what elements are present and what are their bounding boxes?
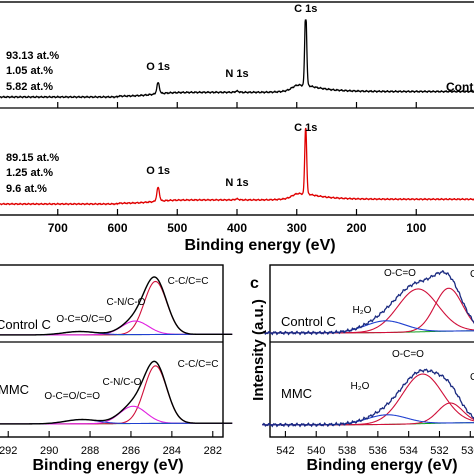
- o1s-sample-label: Control C: [281, 314, 336, 329]
- c1s-component-label: O-C=O/C=O: [44, 391, 100, 402]
- peak-label: C 1s: [294, 3, 317, 15]
- c1s-x-axis-label: Binding energy (eV): [32, 457, 183, 474]
- composition-value: 1.25 at.%: [6, 167, 53, 179]
- survey-tick-label: 500: [167, 221, 187, 235]
- survey-tick-label: 400: [227, 221, 247, 235]
- o1s-tick-label: 530: [461, 445, 474, 457]
- c1s-x-ticks: 292 290 288 286 284 282: [0, 431, 222, 457]
- c1s-sample-label: Control C: [0, 317, 51, 332]
- composition-value: 5.82 at.%: [6, 81, 53, 93]
- c1s-tick-label: 288: [81, 445, 99, 457]
- o1s-component-line: [262, 402, 474, 426]
- survey-tick-label: 300: [287, 221, 307, 235]
- o1s-component-label: H₂O: [353, 305, 372, 316]
- c1s-panel: 292 290 288 286 284 282 C-C/C=CC-N/C-OO-C=O/C…: [0, 264, 233, 474]
- o1s-component-label: H₂O: [351, 381, 370, 392]
- c1s-frame: [0, 264, 224, 438]
- survey-x-ticks: 700 600 500 400 300 200 100: [48, 102, 427, 235]
- o1s-spectrum-line: [262, 368, 474, 428]
- o1s-frame: [269, 264, 474, 438]
- c1s-tick-label: 284: [163, 445, 181, 457]
- survey-tick-label: 700: [48, 221, 68, 235]
- survey-spectrum-line: [0, 19, 474, 99]
- c1s-component-label: C-C/C=C: [168, 276, 209, 287]
- composition-value: 89.15 at.%: [6, 152, 59, 164]
- o1s-tick-label: 534: [399, 445, 417, 457]
- survey-traces: [0, 19, 474, 206]
- o1s-y-axis-label: Intensity (a.u.): [250, 299, 267, 401]
- survey-tick-label: 100: [406, 221, 426, 235]
- o1s-component-label: O-C=O: [392, 349, 424, 360]
- o1s-x-axis-label: Binding energy (eV): [306, 457, 457, 474]
- o1s-component-label: C=: [470, 372, 474, 383]
- composition-value: 1.05 at.%: [6, 65, 53, 77]
- o1s-tick-label: 532: [430, 445, 448, 457]
- o1s-tick-label: 538: [338, 445, 356, 457]
- survey-labels: 93.13 at.% 1.05 at.% 5.82 at.% 89.15 at.% 1.…: [6, 3, 474, 195]
- survey-panel: 700 600 500 400 300 200 100 93.13 at.% 1.05 at.…: [0, 1, 474, 254]
- c1s-component-label: C-N/C-O: [107, 297, 146, 308]
- c1s-spectrum-line: [0, 276, 233, 336]
- peak-label: C 1s: [294, 122, 317, 134]
- peak-label: O 1s: [146, 61, 170, 73]
- c1s-tick-label: 290: [40, 445, 58, 457]
- o1s-component-label: O-C=O: [384, 268, 416, 279]
- peak-label: N 1s: [225, 177, 248, 189]
- composition-value: 93.13 at.%: [6, 50, 59, 62]
- o1s-component-label: C=: [470, 269, 474, 280]
- c1s-labels: C-C/C=CC-N/C-OO-C=O/C=OC-C/C=CC-N/C-OO-C…: [0, 276, 218, 402]
- o1s-panel: 542 540 538 536 534 532 530 O-C=O C= H₂O O-C=O C= H…: [250, 264, 474, 474]
- o1s-tick-label: 542: [276, 445, 294, 457]
- o1s-labels: O-C=O C= H₂O O-C=O C= H₂O Control C MMC: [281, 268, 474, 401]
- panel-letter-c: c: [250, 275, 259, 292]
- o1s-spectrum-line: [262, 270, 474, 336]
- c1s-tick-label: 292: [0, 445, 17, 457]
- o1s-sample-label: MMC: [281, 386, 312, 401]
- spectrum-name: Control: [446, 80, 474, 94]
- c1s-spectrum-line: [0, 360, 233, 425]
- o1s-tick-label: 536: [369, 445, 387, 457]
- survey-x-axis-label: Binding energy (eV): [184, 237, 335, 254]
- o1s-traces: [262, 270, 474, 428]
- c1s-sample-label: MMC: [0, 382, 29, 397]
- survey-tick-label: 200: [346, 221, 366, 235]
- survey-spectrum-line: [0, 127, 474, 206]
- o1s-x-ticks: 542 540 538 536 534 532 530: [276, 431, 474, 457]
- composition-value: 9.6 at.%: [6, 183, 47, 195]
- c1s-traces: [0, 276, 233, 425]
- c1s-tick-label: 282: [204, 445, 222, 457]
- peak-label: O 1s: [146, 165, 170, 177]
- c1s-component-label: O-C=O/C=O: [56, 314, 112, 325]
- peak-label: N 1s: [225, 68, 248, 80]
- o1s-tick-label: 540: [307, 445, 325, 457]
- c1s-component-label: C-C/C=C: [178, 359, 219, 370]
- c1s-tick-label: 286: [122, 445, 140, 457]
- survey-tick-label: 600: [107, 221, 127, 235]
- c1s-component-label: C-N/C-O: [103, 377, 142, 388]
